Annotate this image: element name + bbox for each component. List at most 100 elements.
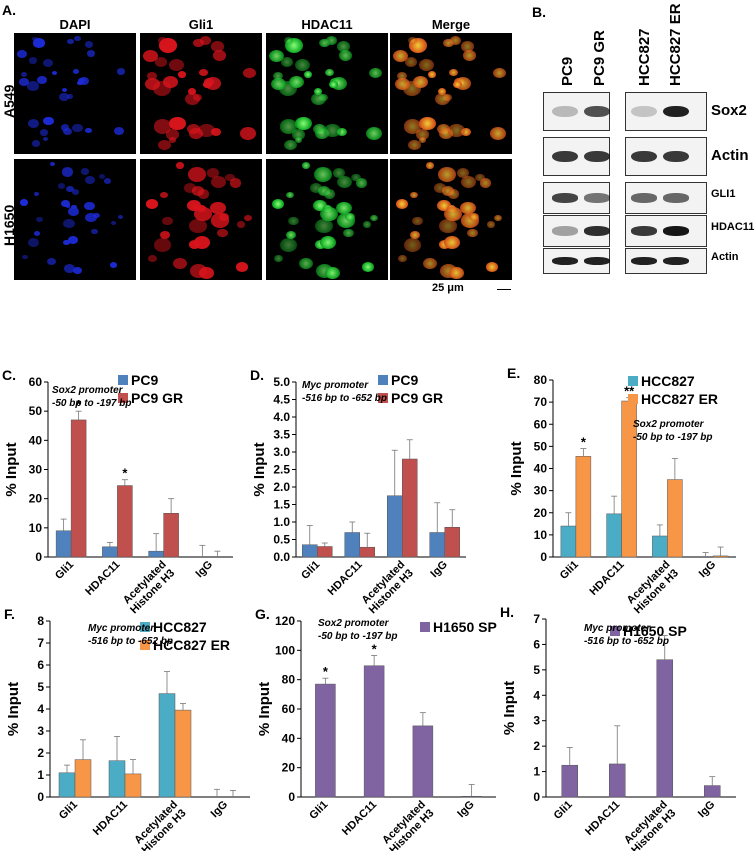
cell	[448, 123, 465, 138]
cell	[366, 126, 382, 140]
micrograph-h1650-merge	[390, 159, 512, 280]
cell	[486, 220, 496, 228]
chart-c-y-tick-label: 60	[29, 375, 43, 389]
cell	[323, 189, 336, 199]
cell	[85, 127, 92, 133]
chart-d-y-tick-label: 1.5	[273, 498, 290, 512]
cell	[319, 38, 330, 48]
cell	[110, 220, 116, 226]
cell	[311, 92, 327, 105]
cell	[19, 199, 28, 206]
chart-e-bar-hcc827	[652, 535, 668, 558]
chart-h-y-tick-label: 5	[533, 663, 540, 677]
cell	[22, 255, 28, 260]
chart-d-y-tick-label: 2.5	[273, 463, 290, 477]
chart-d-x-tick-label: HDAC11	[326, 559, 365, 598]
chart-h-x-tick-label: AcetylatedHistone H3	[621, 799, 679, 851]
micrograph-h1650-gli1	[140, 159, 262, 280]
chart-h-y-tick-label: 7	[533, 612, 540, 626]
chart-e-panel-label: E.	[507, 365, 520, 381]
column-header-dapi: DAPI	[59, 17, 91, 32]
cell	[461, 41, 475, 52]
cell	[187, 167, 206, 182]
x-tick-label-line: HDAC11	[340, 799, 379, 838]
chart-d-bar-pc9	[344, 532, 360, 558]
chart-d-bar-pc9-gr	[317, 546, 333, 558]
chart-e-bar-hcc827-er	[712, 555, 729, 558]
chart-d-y-tick-label: 3.0	[273, 445, 290, 459]
cell	[229, 178, 242, 188]
chart-f-legend-entry: HCC827 ER	[153, 637, 230, 653]
chart-g-y-label: % Input	[256, 682, 273, 736]
cell	[68, 207, 80, 217]
chart-g-panel-label: G.	[255, 606, 270, 622]
x-tick-label-line: HDAC11	[83, 559, 122, 598]
cell	[203, 81, 212, 88]
cell	[154, 57, 168, 68]
cell	[461, 127, 472, 136]
cell	[392, 49, 409, 63]
chart-c-y-label: % Input	[3, 442, 20, 496]
chart-h-bar-h1650-sp	[609, 763, 626, 798]
chart-f-y-tick-label: 0	[37, 790, 44, 804]
chart-f-y-tick-label: 4	[37, 702, 44, 716]
cell	[66, 94, 73, 99]
column-header-hdac11: HDAC11	[301, 17, 353, 32]
blot-band	[663, 226, 689, 236]
blot-label-actin: Actin	[711, 146, 749, 164]
blot-band	[584, 226, 610, 236]
chart-f-bar-hcc827	[58, 772, 76, 798]
blot-label-actin: Actin	[711, 251, 739, 263]
blot-band	[631, 193, 657, 203]
cell	[319, 235, 337, 249]
chart-f-legend-swatch	[140, 622, 150, 632]
chart-h-bar-h1650-sp	[561, 764, 578, 798]
cell	[408, 140, 421, 151]
cell	[158, 140, 171, 151]
chart-d-x-tick-label: IgG	[428, 559, 449, 580]
chart-h-legend-swatch	[610, 626, 620, 636]
cell	[439, 219, 457, 234]
chart-d-legend-entry: PC9	[391, 372, 418, 388]
chart-c-annotation: Sox2 promoter	[52, 385, 124, 396]
cell	[73, 69, 79, 74]
blot-band	[584, 193, 610, 203]
cell	[145, 199, 159, 210]
micrograph-h1650-dapi	[14, 159, 136, 280]
chart-g-y-tick-label: 0	[288, 790, 295, 804]
x-tick-label-line: HDAC11	[91, 799, 130, 838]
chart-c-legend-entry: PC9 GR	[131, 390, 183, 406]
blot-actin-group-2	[625, 137, 707, 176]
blot-band	[552, 105, 578, 118]
cell	[437, 167, 456, 182]
chart-d-annotation: -516 bp to -652 bp	[302, 393, 387, 404]
cell	[240, 126, 256, 140]
cell	[425, 161, 434, 169]
x-tick-label-line: IgG	[697, 559, 718, 580]
cell	[313, 167, 332, 182]
cell	[199, 35, 212, 45]
cell	[268, 49, 285, 63]
panel-a-label: A.	[2, 2, 16, 18]
cell	[271, 77, 287, 91]
scale-bar-label: 25 μm	[432, 282, 464, 294]
cell	[325, 35, 338, 45]
cell	[103, 178, 111, 185]
cell	[298, 257, 314, 270]
cell	[295, 116, 313, 131]
cell	[469, 212, 480, 221]
blot-actin-group-2	[625, 248, 707, 274]
micrograph-a549-gli1	[140, 33, 262, 154]
cell	[159, 38, 178, 53]
chart-c-bar-pc9	[102, 546, 118, 558]
chart-e-significance-star: *	[581, 435, 587, 450]
chart-d-bar-pc9-gr	[444, 527, 460, 558]
cell	[217, 228, 228, 238]
cell	[86, 50, 96, 58]
cell	[369, 68, 382, 79]
chart-f-y-tick-label: 7	[37, 636, 44, 650]
chart-f-x-tick-label: IgG	[209, 799, 230, 820]
chart-g-x-tick-label: HDAC11	[340, 799, 379, 838]
chart-f-annotation: Myc promoter	[88, 623, 155, 634]
